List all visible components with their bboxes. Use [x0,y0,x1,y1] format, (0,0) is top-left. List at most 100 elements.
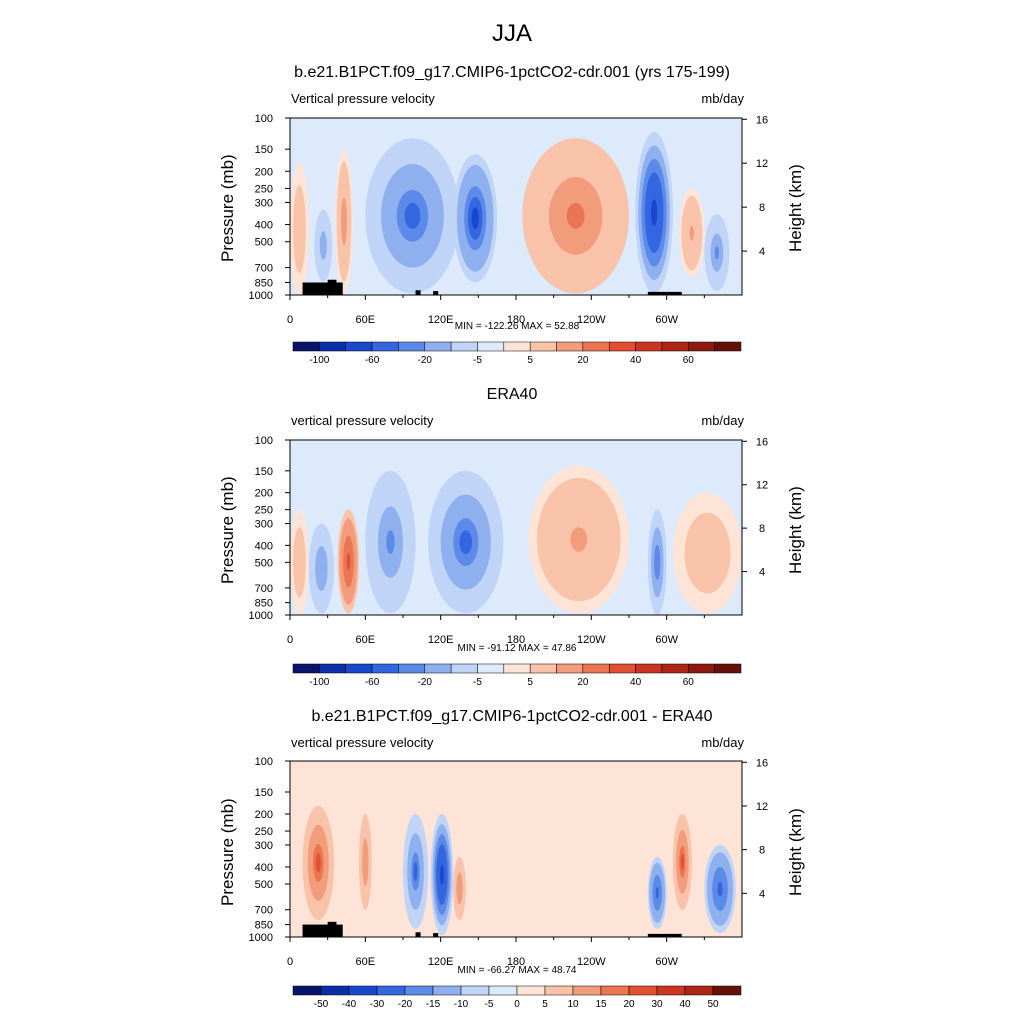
panel-2-p-tick-0: 100 [255,435,273,447]
panel-3-colorbar-box-3 [376,985,406,996]
panel-3-colorbar-box-8 [516,985,546,996]
panel-1-colorbar-box-9 [529,341,557,352]
panel-2-colorbar-box-6 [450,663,478,674]
panel-3-p-tick-7: 700 [255,905,273,917]
panel-3-min-max: MIN = -66.27 MAX = 48.74 [457,965,577,976]
panel-2-colorbar-box-2 [345,663,373,674]
panel-1-field-background [290,118,742,295]
panel-3-colorbar-label-12: 30 [651,999,663,1010]
panel-2-p-tick-4: 300 [255,518,273,530]
panel-2-p-tick-2: 200 [255,488,273,500]
panel-1-colorbar-box-12 [608,341,636,352]
panel-1-colorbar-box-3 [371,341,399,352]
panel-1-colorbar-box-4 [398,341,426,352]
panel-3-z-tick-3: 16 [756,757,768,769]
panel-2-p-tick-3: 250 [255,505,273,517]
panel-2-p-tick-5: 400 [255,540,273,552]
panel-3-units-label: mb/day [701,735,744,750]
panel-2-x-tick-4: 120W [577,634,606,646]
panel-2-colorbar-box-14 [661,663,689,674]
panel-3-z-tick-1: 8 [759,845,765,857]
panel-1-p-tick-2: 200 [255,166,273,178]
panel-1-p-tick-9: 1000 [249,290,273,302]
panel-2-x-tick-5: 60W [655,634,678,646]
panel-2-colorbar-box-0 [292,663,320,674]
panel-2-colorbar-box-3 [371,663,399,674]
panel-1-colorbar-label-5: 20 [577,355,589,366]
panel-1-colorbar-box-11 [582,341,610,352]
panel-2-p-tick-8: 850 [255,598,273,610]
figure-title: JJA [491,20,532,47]
panel-3-colorbar-label-7: 0 [514,999,520,1010]
panel-1-colorbar-box-10 [556,341,584,352]
panel-3-colorbar-box-6 [460,985,490,996]
panel-3-colorbar-box-11 [600,985,630,996]
panel-3-colorbar-label-4: -15 [426,999,441,1010]
panel-1-z-tick-0: 4 [759,246,765,258]
panel-1-x-tick-5: 60W [655,314,678,326]
panel-3-colorbar-label-2: -30 [370,999,385,1010]
panel-3-z-tick-2: 12 [756,801,768,813]
panel-2-colorbar-box-15 [688,663,715,674]
panel-2-colorbar-box-5 [424,663,452,674]
panel-1-colorbar-label-7: 60 [683,355,695,366]
panel-1-colorbar-label-4: 5 [527,355,533,366]
panel-2-colorbar-box-8 [503,663,531,674]
panel-3-p-tick-3: 250 [255,826,273,838]
panel-1-colorbar-box-16 [714,341,742,352]
panel-2-colorbar-box-1 [319,663,346,674]
panel-1-colorbar-box-15 [688,341,715,352]
panel-1-p-tick-4: 300 [255,197,273,209]
panel-3-colorbar-box-4 [404,985,434,996]
panel-2-colorbar-label-0: -100 [309,677,329,688]
panel-2-colorbar-label-3: -5 [473,677,482,688]
panel-1-z-tick-3: 16 [756,114,768,126]
panel-2-colorbar-box-7 [477,663,505,674]
panel-1-colorbar-label-2: -20 [418,355,433,366]
panel-3-p-tick-9: 1000 [249,932,273,944]
panel-1-z-tick-1: 8 [759,202,765,214]
panel-3-colorbar-box-7 [488,985,518,996]
panel-3-x-tick-5: 60W [655,956,678,968]
panel-2-colorbar-box-9 [529,663,557,674]
panel-3-colorbar-box-13 [656,985,686,996]
panel-2-title: ERA40 [486,386,538,403]
panel-1-x-tick-1: 60E [356,314,376,326]
panel-1-min-max: MIN = -122.26 MAX = 52.88 [454,321,580,332]
panel-3-colorbar-label-10: 15 [595,999,607,1010]
panel-3-p-tick-6: 500 [255,879,273,891]
panel-2-colorbar-box-11 [582,663,610,674]
panel-3-colorbar-box-1 [320,985,350,996]
panel-2-x-tick-1: 60E [356,634,376,646]
panel-1-contour-field [290,132,730,295]
panel-1-units-label: mb/day [701,91,744,106]
panel-1-title: b.e21.B1PCT.f09_g17.CMIP6-1pctCO2-cdr.00… [294,64,730,81]
panel-3-x-tick-4: 120W [577,956,606,968]
panel-1-p-tick-8: 850 [255,278,273,290]
panel-2-units-label: mb/day [701,413,744,428]
panel-1-x-tick-3: 180 [507,314,525,326]
panel-1-p-tick-1: 150 [255,144,273,156]
panel-2-x-tick-0: 0 [287,634,293,646]
panel-1-x-tick-2: 120E [428,314,454,326]
panel-1-colorbar-box-6 [450,341,478,352]
panel-1-colorbar-label-0: -100 [309,355,329,366]
panel-3-x-tick-3: 180 [507,956,525,968]
panel-2-colorbar-box-13 [635,663,663,674]
panel-3-x-tick-2: 120E [428,956,454,968]
panel-2-colorbar-label-4: 5 [527,677,533,688]
panel-3-colorbar-box-10 [572,985,602,996]
panel-3-colorbar-box-14 [684,985,714,996]
panel-2-p-tick-7: 700 [255,583,273,595]
panel-3-p-tick-5: 400 [255,862,273,874]
panel-3-colorbar-box-0 [292,985,322,996]
panel-1-colorbar-box-2 [345,341,373,352]
panel-2-contour-field [290,465,742,615]
panel-1-colorbar-label-3: -5 [473,355,482,366]
panel-1-z-tick-2: 12 [756,158,768,170]
panel-3-p-tick-1: 150 [255,787,273,799]
panel-3-x-tick-1: 60E [356,956,376,968]
panel-1-p-tick-7: 700 [255,263,273,275]
panel-2-field-background [290,440,742,615]
